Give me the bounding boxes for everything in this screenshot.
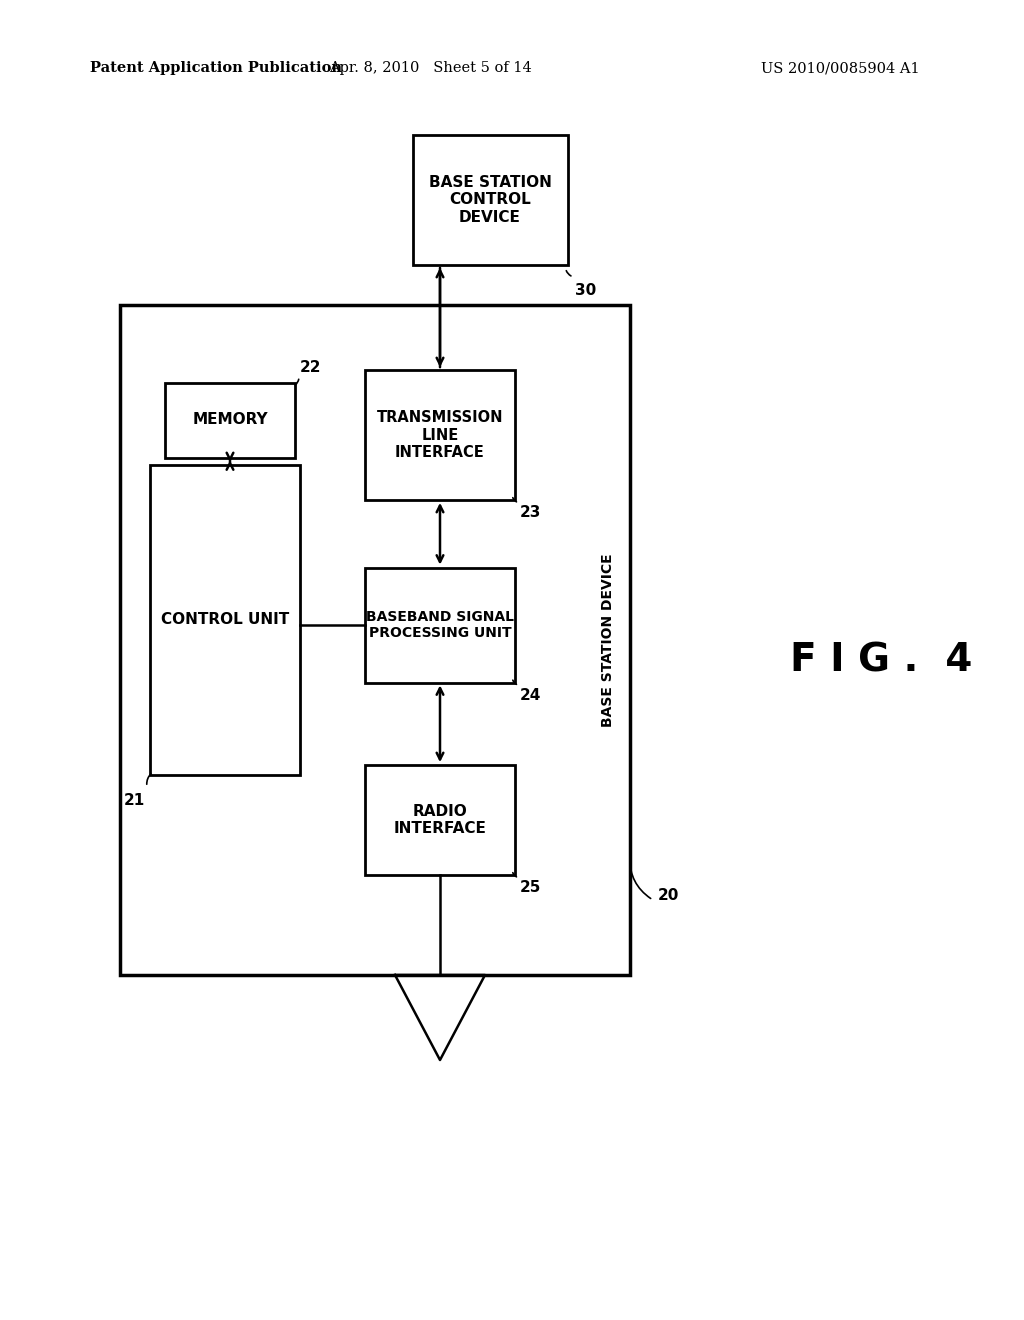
Text: TRANSMISSION
LINE
INTERFACE: TRANSMISSION LINE INTERFACE xyxy=(377,411,503,459)
Text: 23: 23 xyxy=(520,506,542,520)
Bar xyxy=(165,383,295,458)
Bar xyxy=(365,766,515,875)
Bar xyxy=(120,305,630,975)
Bar xyxy=(150,465,300,775)
Bar xyxy=(365,370,515,500)
Text: 20: 20 xyxy=(658,887,679,903)
Text: 30: 30 xyxy=(575,282,597,298)
Text: 21: 21 xyxy=(124,793,145,808)
Text: BASE STATION
CONTROL
DEVICE: BASE STATION CONTROL DEVICE xyxy=(429,176,552,224)
Text: Apr. 8, 2010   Sheet 5 of 14: Apr. 8, 2010 Sheet 5 of 14 xyxy=(329,61,531,75)
Text: Patent Application Publication: Patent Application Publication xyxy=(90,61,342,75)
Text: RADIO
INTERFACE: RADIO INTERFACE xyxy=(393,804,486,836)
Bar xyxy=(365,568,515,682)
Text: 24: 24 xyxy=(520,688,542,702)
Text: MEMORY: MEMORY xyxy=(193,412,268,428)
Text: F I G .  4: F I G . 4 xyxy=(790,642,973,678)
Text: 22: 22 xyxy=(300,359,322,375)
Text: BASEBAND SIGNAL
PROCESSING UNIT: BASEBAND SIGNAL PROCESSING UNIT xyxy=(366,610,514,640)
Text: CONTROL UNIT: CONTROL UNIT xyxy=(161,612,289,627)
Text: 25: 25 xyxy=(520,880,542,895)
Text: US 2010/0085904 A1: US 2010/0085904 A1 xyxy=(762,61,920,75)
Bar xyxy=(413,135,567,265)
Text: BASE STATION DEVICE: BASE STATION DEVICE xyxy=(601,553,615,727)
